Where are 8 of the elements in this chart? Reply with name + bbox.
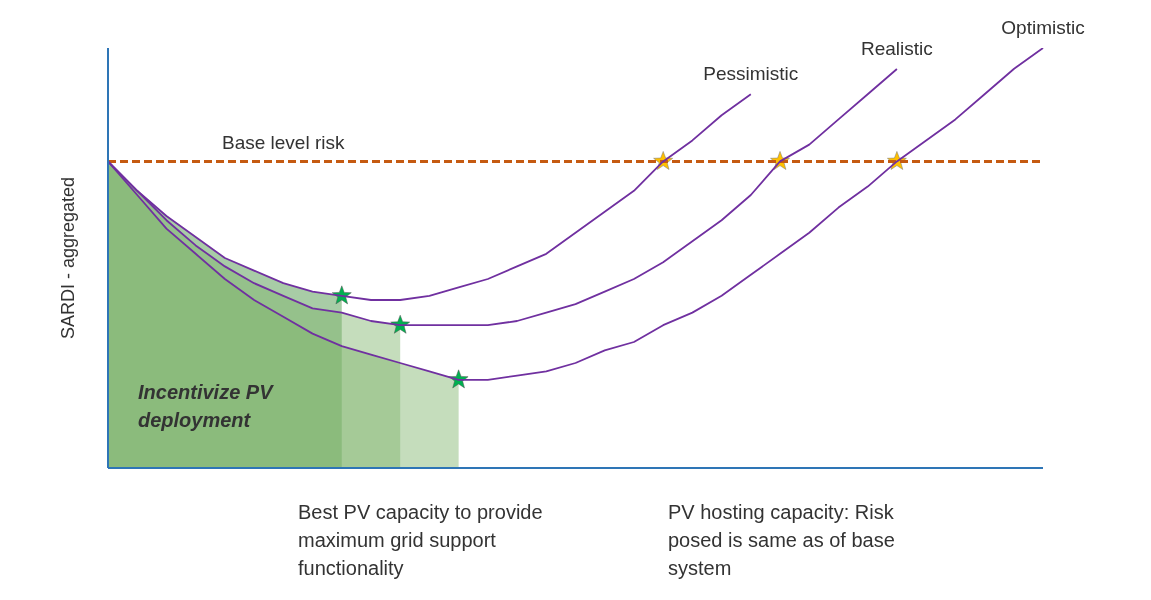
series-label: Pessimistic	[703, 63, 799, 85]
text: Best PV capacity to provide maximum grid support functionality	[298, 500, 544, 581]
text: PV hosting capacity: Risk posed is same as of base system	[668, 500, 896, 581]
ref-line-label: Base level risk	[222, 131, 345, 153]
series-label: Optimistic	[1001, 17, 1085, 38]
annotation: Incentivize PV deployment	[138, 380, 275, 433]
series-label: Realistic	[861, 38, 933, 59]
y-axis-title: SARDI - aggregated	[58, 176, 79, 340]
